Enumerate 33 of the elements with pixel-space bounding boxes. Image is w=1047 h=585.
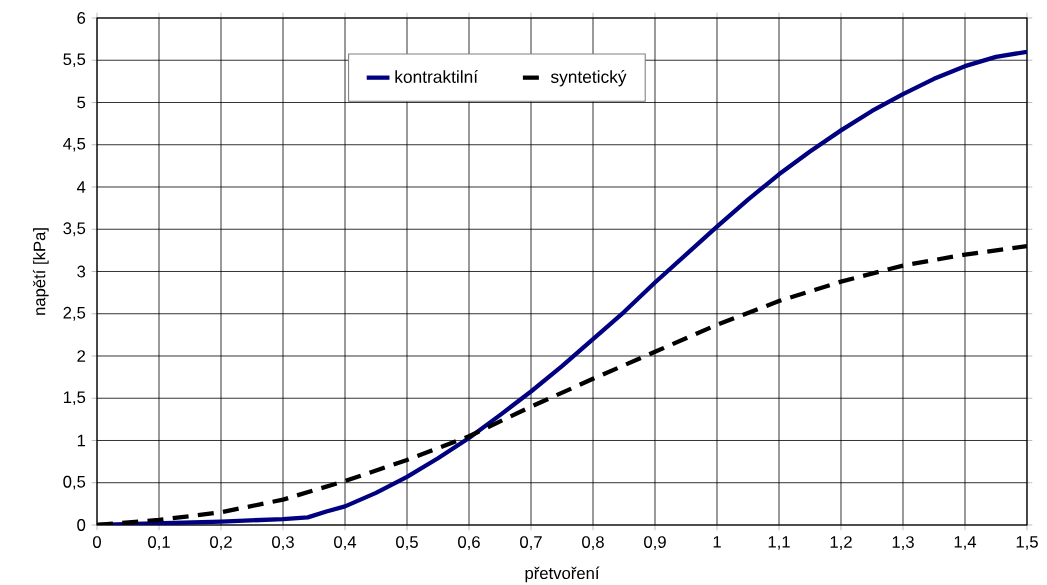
x-tick-label: 1,5 (1016, 536, 1038, 550)
x-axis-title: přetvoření (525, 566, 600, 583)
x-tick-label: 1,4 (954, 536, 977, 550)
x-tick-label: 1,1 (768, 536, 790, 550)
y-tick-label: 6 (77, 12, 86, 24)
y-tick-label: 3,5 (63, 222, 86, 237)
x-tick-label: 0,2 (210, 536, 232, 550)
y-tick-label: 1,5 (63, 391, 86, 406)
x-tick-label: 0,1 (148, 536, 170, 550)
y-tick-label: 1 (77, 434, 86, 447)
x-tick-label: 0,4 (334, 536, 357, 550)
legend-label: kontraktilní (395, 70, 479, 83)
y-tick-label: 0 (77, 519, 86, 531)
y-tick-label: 5,5 (63, 53, 86, 68)
y-axis-title: napětí [kPa] (32, 228, 49, 315)
x-tick-label: 0 (93, 536, 101, 548)
x-tick-label: 0,3 (272, 536, 294, 550)
y-tick-label: 2 (77, 350, 86, 362)
x-tick-label: 1,3 (892, 536, 914, 550)
y-tick-label: 5 (77, 96, 86, 109)
x-tick-label: 0,9 (644, 536, 666, 550)
y-tick-label: 3 (77, 265, 86, 278)
x-tick-label: 0,8 (582, 536, 604, 550)
x-tick-label: 0,5 (396, 536, 418, 550)
y-tick-label: 4 (76, 181, 86, 193)
legend-label: syntetický (550, 70, 627, 87)
x-tick-label: 1 (713, 536, 721, 548)
x-tick-label: 1,2 (830, 536, 852, 550)
y-tick-label: 2,5 (63, 306, 86, 321)
x-tick-label: 0,7 (520, 536, 542, 550)
x-tick-label: 0,6 (458, 536, 480, 550)
y-tick-label: 0,5 (63, 475, 86, 490)
y-tick-label: 4,5 (63, 137, 86, 152)
